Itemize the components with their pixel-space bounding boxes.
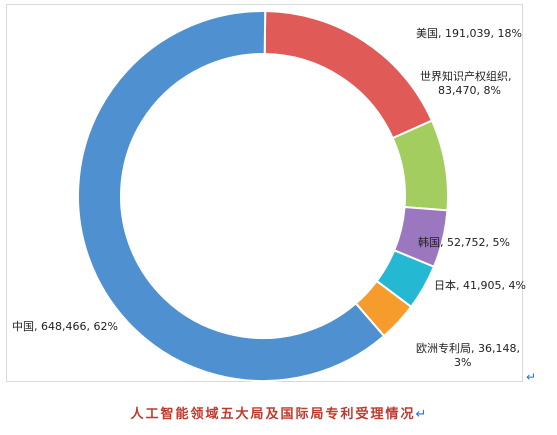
data-label-欧洲专利局: 欧洲专利局, 36,148, 3% — [416, 341, 520, 369]
slice-中国 — [77, 10, 386, 382]
paragraph-return-icon: ↵ — [526, 370, 537, 384]
slice-世界知识产权组织 — [391, 119, 449, 212]
data-label-中国: 中国, 648,466, 62% — [12, 320, 118, 333]
caption-text: 人工智能领域五大局及国际局专利受理情况 — [130, 407, 416, 422]
data-label-美国: 美国, 191,039, 18% — [416, 27, 522, 40]
data-label-世界知识产权组织: 世界知识产权组织, 83,470, 8% — [420, 69, 512, 97]
slice-美国 — [263, 10, 434, 140]
chart-caption: 人工智能领域五大局及国际局专利受理情况↵ — [0, 403, 557, 422]
data-label-韩国: 韩国, 52,752, 5% — [418, 235, 510, 249]
data-label-日本: 日本, 41,905, 4% — [434, 278, 526, 292]
paragraph-return-icon: ↵ — [415, 407, 427, 422]
